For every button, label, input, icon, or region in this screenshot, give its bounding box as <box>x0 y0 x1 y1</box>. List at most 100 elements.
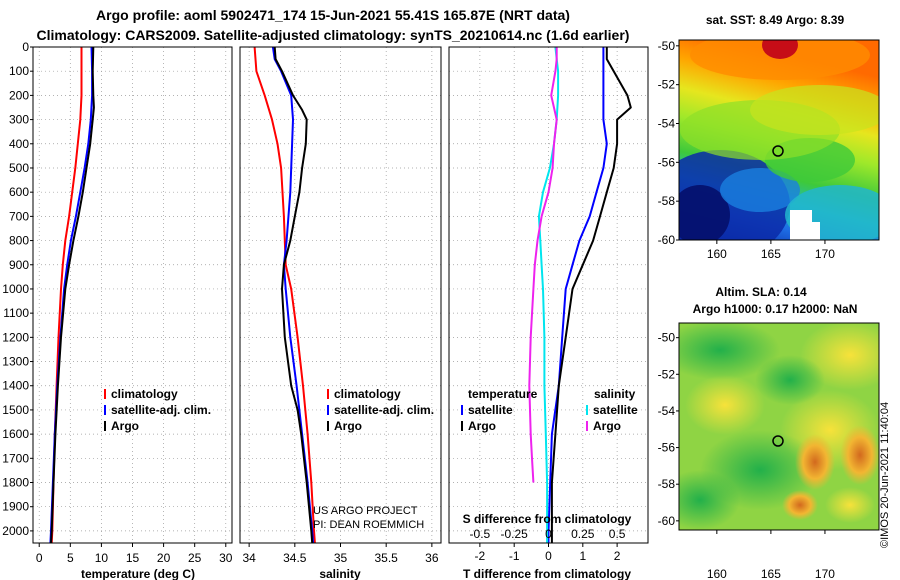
legend-title-temperature: temperature <box>468 387 538 401</box>
x-tick-label: 20 <box>157 551 171 565</box>
temperature-panel: 0100200300400500600700800900100011001200… <box>2 40 232 580</box>
y-tick-label: 1000 <box>2 282 29 296</box>
lat-tick-label: -56 <box>658 155 676 169</box>
y-tick-label: 600 <box>9 185 29 199</box>
salinity-series <box>253 46 316 544</box>
s-difference-tick-labels: -0.5 -0.25 0 0.25 0.5 <box>470 527 626 541</box>
temperature-grid <box>33 46 232 543</box>
temperature-series <box>49 46 95 544</box>
x-tick-label: 10 <box>95 551 109 565</box>
sla-map-subtitle: Argo h1000: 0.17 h2000: NaN <box>693 302 858 316</box>
sst-map-title: sat. SST: 8.49 Argo: 8.39 <box>706 13 845 27</box>
x-tick-label: 1 <box>579 549 586 563</box>
lat-tick-label: -50 <box>658 39 676 53</box>
s-x-tick-label: 0 <box>545 527 552 541</box>
x-tick-label: 0 <box>545 549 552 563</box>
sst-profile-location-marker <box>772 145 784 157</box>
y-tick-label: 300 <box>9 113 29 127</box>
legend-label-climatology: climatology <box>111 387 178 401</box>
x-tick-label: 35 <box>334 551 348 565</box>
legend-label-s-argo: Argo <box>593 419 621 433</box>
lat-tick-label: -56 <box>658 441 676 455</box>
series-climatology <box>253 46 316 544</box>
sst-field <box>679 40 879 240</box>
project-credit: US ARGO PROJECT <box>313 505 418 517</box>
y-tick-label: 100 <box>9 64 29 78</box>
s-x-tick-label: -0.5 <box>470 527 491 541</box>
s-x-tick-label: 0.5 <box>609 527 626 541</box>
t-difference-axis-label: T difference from climatology <box>463 567 631 580</box>
t-difference-tick-labels: -2 -1 0 1 2 <box>475 543 621 563</box>
sst-map-panel: sat. SST: 8.49 Argo: 8.39 -50 -52 -54 -56 -5… <box>658 13 880 261</box>
series-argo <box>273 46 314 544</box>
legend-label-t-argo: Argo <box>468 419 496 433</box>
salinity-grid <box>240 46 441 543</box>
lat-tick-label: -54 <box>658 116 676 130</box>
imos-credit: ©IMOS 20-Jun-2021 11:40:04 <box>879 402 891 548</box>
legend-label-s-satellite: satellite <box>593 403 638 417</box>
pi-credit: PI: DEAN ROEMMICH <box>313 519 424 531</box>
lon-tick-label: 165 <box>761 567 781 580</box>
sla-map-panel: Altim. SLA: 0.14 Argo h1000: 0.17 h2000:… <box>658 285 880 580</box>
x-tick-label: 35.5 <box>375 551 399 565</box>
lon-tick-label: 170 <box>815 247 835 261</box>
x-tick-label: 36 <box>425 551 439 565</box>
y-tick-label: 800 <box>9 234 29 248</box>
y-tick-label: 1500 <box>2 403 29 417</box>
temperature-legend: climatology satellite-adj. clim. Argo <box>104 387 211 433</box>
sla-map-title: Altim. SLA: 0.14 <box>715 285 807 299</box>
sla-profile-location-marker <box>772 435 784 447</box>
sla-lon-tick-labels: 160 165 170 <box>707 530 835 580</box>
x-tick-label: 15 <box>126 551 140 565</box>
y-tick-label: 400 <box>9 137 29 151</box>
y-tick-label: 500 <box>9 161 29 175</box>
lon-tick-label: 170 <box>815 567 835 580</box>
lon-tick-label: 160 <box>707 567 727 580</box>
y-tick-label: 1900 <box>2 500 29 514</box>
series-argo <box>50 46 95 544</box>
x-tick-label: -2 <box>475 549 486 563</box>
series-satellite-adj-clim- <box>49 46 94 544</box>
lat-tick-label: -58 <box>658 477 676 491</box>
lat-tick-label: -54 <box>658 404 676 418</box>
lat-tick-label: -58 <box>658 194 676 208</box>
y-tick-label: 1800 <box>2 476 29 490</box>
y-tick-label: 700 <box>9 209 29 223</box>
salinity-legend: climatology satellite-adj. clim. Argo <box>327 387 434 433</box>
x-tick-label: 34.5 <box>283 551 307 565</box>
x-tick-label: 25 <box>188 551 202 565</box>
legend-label-satellite: satellite-adj. clim. <box>111 403 211 417</box>
x-tick-label: 2 <box>614 549 621 563</box>
s-difference-axis-label: S difference from climatology <box>463 512 632 526</box>
legend-title-salinity: salinity <box>594 387 636 401</box>
legend-label-climatology: climatology <box>334 387 401 401</box>
lon-tick-label: 160 <box>707 247 727 261</box>
difference-panel: -2 -1 0 1 2 -0.5 -0.25 0 0.25 0.5 S difference f… <box>448 46 649 580</box>
y-tick-label: 1100 <box>3 306 29 320</box>
temperature-axis-label: temperature (deg C) <box>81 567 195 580</box>
title-line-1: Argo profile: aoml 5902471_174 15-Jun-20… <box>96 7 570 23</box>
y-tick-label: 0 <box>22 40 29 54</box>
x-tick-label: -1 <box>509 549 520 563</box>
lat-tick-label: -52 <box>658 367 676 381</box>
title-line-2: Climatology: CARS2009. Satellite-adjuste… <box>37 27 630 43</box>
difference-salinity-legend: salinity satellite Argo <box>586 387 638 433</box>
salinity-axis-label: salinity <box>319 567 361 580</box>
y-tick-label: 200 <box>9 88 29 102</box>
series-temperature-argo <box>550 47 632 543</box>
salinity-tick-labels: 34 34.5 35 35.5 36 <box>242 543 439 565</box>
sla-map-frame <box>678 322 880 531</box>
lat-tick-label: -60 <box>658 514 676 528</box>
y-tick-label: 2000 <box>2 524 29 538</box>
series-salinity-argo <box>528 47 558 483</box>
x-tick-label: 0 <box>36 551 43 565</box>
sst-map-frame <box>678 39 880 241</box>
sla-lat-tick-labels: -50 -52 -54 -56 -58 -60 <box>658 331 679 528</box>
series-climatology <box>50 47 83 544</box>
x-tick-label: 5 <box>67 551 74 565</box>
sst-lat-tick-labels: -50 -52 -54 -56 -58 -60 <box>658 39 679 247</box>
lat-tick-label: -52 <box>658 78 676 92</box>
y-tick-label: 1400 <box>2 379 29 393</box>
legend-label-argo: Argo <box>111 419 139 433</box>
